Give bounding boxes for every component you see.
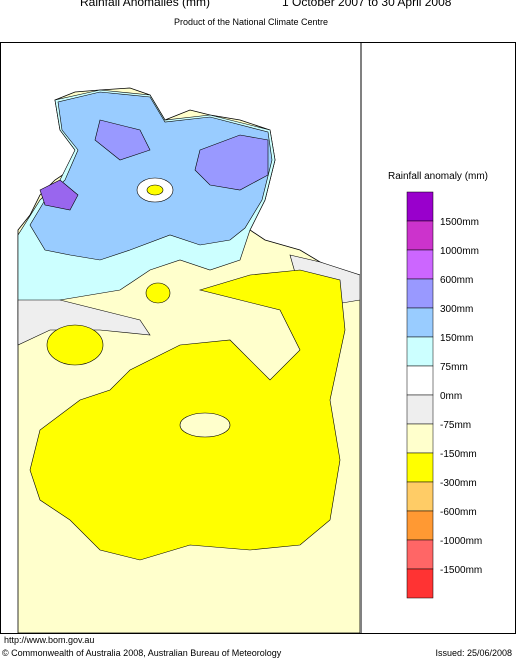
legend-swatch: [406, 568, 434, 599]
legend-swatch: [406, 481, 434, 512]
legend-swatch: [406, 423, 434, 454]
title: Rainfall Anomalies (mm): [80, 0, 210, 9]
legend-label: 1000mm: [440, 246, 479, 257]
issued: Issued: 25/06/2008: [435, 648, 512, 658]
legend-title: Rainfall anomaly (mm): [388, 171, 488, 182]
legend-label: 75mm: [440, 362, 468, 373]
legend-label: 600mm: [440, 275, 473, 286]
legend-label: 150mm: [440, 333, 473, 344]
legend-swatch: [406, 452, 434, 483]
legend-label: -600mm: [440, 507, 477, 518]
legend-label: -1000mm: [440, 536, 482, 547]
url: http://www.bom.gov.au: [4, 635, 94, 645]
legend-swatch: [406, 307, 434, 338]
legend-swatch: [406, 278, 434, 309]
copyright: © Commonwealth of Australia 2008, Austra…: [2, 648, 282, 658]
period: 1 October 2007 to 30 April 2008: [282, 0, 452, 9]
legend-swatch: [406, 510, 434, 541]
legend: 1500mm 1000mm 600mm 300mm 150mm 75mm 0mm -75mm -…: [406, 191, 482, 599]
legend-label: -75mm: [440, 420, 471, 431]
legend-swatch: [406, 336, 434, 367]
legend-label: 1500mm: [440, 217, 479, 228]
legend-swatch: [406, 539, 434, 570]
legend-swatch: [406, 365, 434, 396]
legend-label: 0mm: [440, 391, 462, 402]
legend-label: -1500mm: [440, 565, 482, 576]
map: [17, 87, 360, 633]
legend-label: -300mm: [440, 478, 477, 489]
legend-label: -150mm: [440, 449, 477, 460]
legend-label: 300mm: [440, 304, 473, 315]
legend-swatch: [406, 394, 434, 425]
legend-swatch: [406, 249, 434, 280]
legend-swatch: [406, 191, 434, 222]
subtitle: Product of the National Climate Centre: [174, 17, 328, 27]
legend-swatch: [406, 220, 434, 251]
